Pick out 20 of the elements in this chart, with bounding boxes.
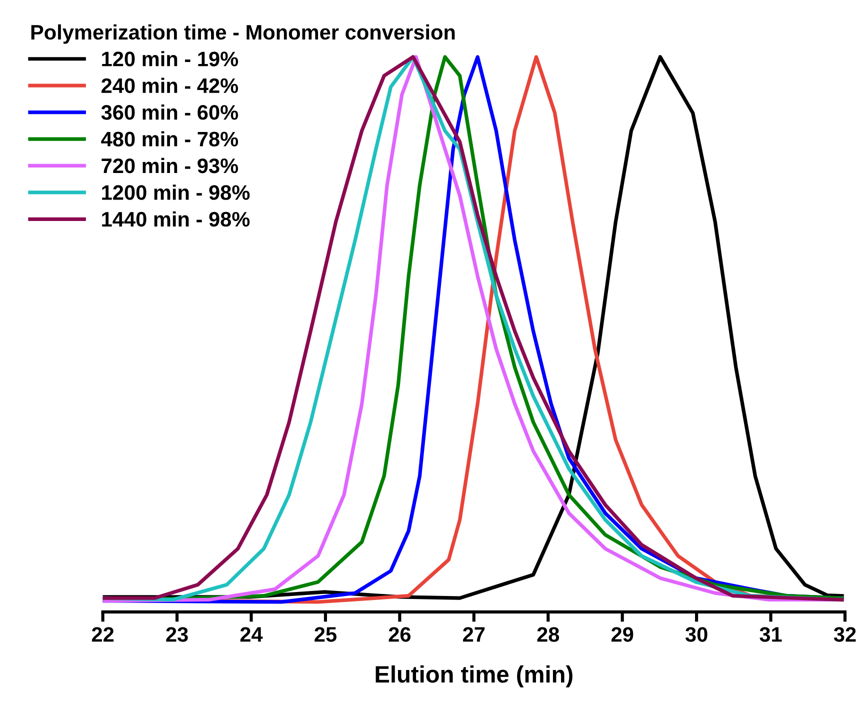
x-tick-label: 32	[834, 627, 856, 642]
x-tick-label: 22	[92, 627, 114, 642]
legend-label: 1200 min - 98%	[102, 184, 250, 200]
x-tick-label: 26	[388, 627, 411, 642]
x-tick-label: 24	[240, 627, 263, 642]
legend-title: Polymerization time - Monomer conversion	[31, 24, 455, 44]
x-tick-label: 25	[314, 627, 336, 642]
legend-label: 1440 min - 98%	[102, 211, 250, 227]
x-tick-label: 23	[166, 627, 188, 642]
x-tick-label: 31	[760, 627, 782, 642]
legend-label: 720 min - 93%	[102, 158, 238, 174]
x-tick-label: 30	[685, 627, 708, 642]
legend-label: 120 min - 19%	[102, 51, 238, 66]
x-axis-title: Elution time (min)	[376, 665, 572, 688]
legend-label: 480 min - 78%	[101, 131, 238, 147]
legend-label: 360 min - 60%	[101, 104, 238, 120]
x-tick-label: 28	[537, 627, 560, 642]
x-tick-label: 27	[463, 627, 485, 642]
legend-label: 240 min - 42%	[102, 78, 238, 94]
x-tick-label: 29	[611, 627, 634, 642]
